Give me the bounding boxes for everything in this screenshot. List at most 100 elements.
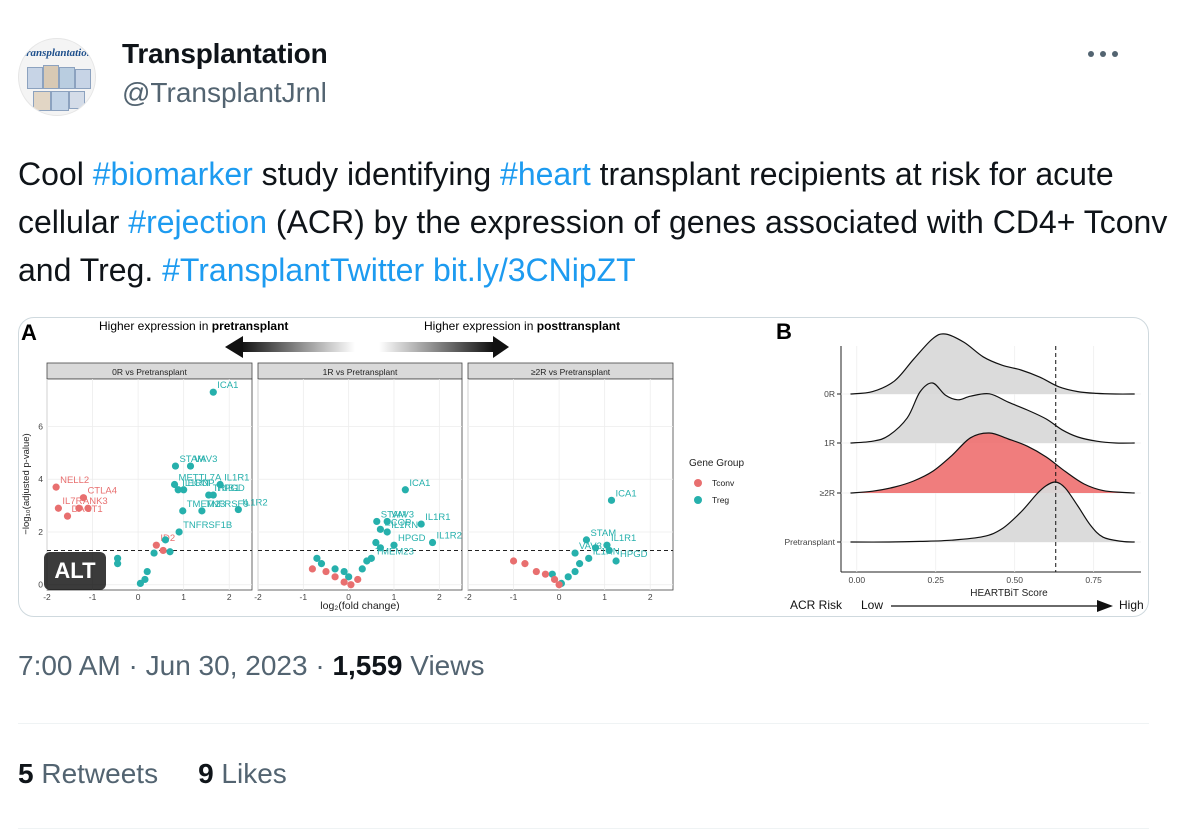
data-point [541,570,550,578]
x-tick-label: 0.75 [1085,575,1102,585]
gene-label: TNFRSF9 [206,499,249,510]
avatar-cover-thumbnail [43,65,59,89]
data-point [571,567,579,576]
tweet-time[interactable]: 7:00 AM [18,650,121,681]
data-point [209,388,217,396]
volcano-y-axis-label: −log₁₀(adjusted p-value) [21,433,32,534]
hashtag-biomarker-link[interactable]: #biomarker [92,156,253,192]
density-ridge-fill [850,481,1135,543]
data-point [54,504,62,512]
gene-label: IL1R2 [242,498,267,509]
tweet-text: Cool #biomarker study identifying #heart… [18,150,1168,294]
tweet-text-segment: study identifying [252,156,501,192]
gene-label: IL1R2 [437,531,462,542]
gene-label: IL1R1 [224,473,249,484]
gene-label: VAV3 [391,509,414,520]
tweet-date[interactable]: Jun 30, 2023 [145,650,308,681]
data-point [186,462,195,470]
tweet-meta: 7:00 AM · Jun 30, 2023 · 1,559 Views [18,650,484,682]
data-point [376,525,384,533]
gene-label: HPGD [398,533,426,544]
divider [18,828,1149,829]
ridge-group-label: ≥2R [819,488,835,498]
data-point [571,549,579,557]
avatar[interactable]: transplantation [18,38,96,116]
x-tick-label: 1 [181,592,186,602]
x-tick-label: 2 [648,592,653,602]
gene-label: IL1R1 [611,533,636,544]
meta-separator: · [120,650,146,681]
tweet-text-segment: transplant recipients at risk for acute … [18,156,1114,240]
data-point [401,486,409,494]
hashtag-transplanttwitter-link[interactable]: #TransplantTwitter [162,252,425,288]
gene-label: TNFRSF1B [183,520,232,531]
figure-canvas: A B Higher expression in pretransplant H… [21,319,1144,612]
data-point [170,480,179,489]
data-point [345,573,353,581]
data-point [354,575,362,584]
data-point [428,538,437,547]
x-tick-label: 0 [136,592,141,602]
data-point [417,520,425,528]
more-options-icon[interactable] [1086,40,1120,68]
likes-count: 9 [198,758,214,789]
volcano-facet-2r: ≥2R vs Pretransplant [467,362,674,591]
data-point [63,512,72,520]
volcano-x-axis-label: log₂(fold change) [320,600,399,612]
data-point [564,573,572,581]
gene-label: DACT1 [72,504,103,515]
data-point [136,579,144,588]
avatar-cover-thumbnail [51,91,69,111]
x-tick-label: 0 [346,592,351,602]
tweet-text-segment [424,252,433,288]
x-tick-label: 0.25 [927,575,944,585]
panel-a-label: A [21,320,37,345]
tweet-text-segment: (ACR) by the expression of genes associa… [18,204,1168,288]
avatar-cover-thumbnail [69,91,85,109]
data-point [159,546,167,555]
data-point [175,528,183,536]
gene-label: CTLA4 [87,486,117,497]
gene-label: ECOP [384,517,411,528]
x-tick-label: 0 [557,592,562,602]
avatar-cover-thumbnail [59,67,75,89]
display-name[interactable]: Transplantation [122,38,328,69]
user-handle[interactable]: @TransplantJrnl [122,77,327,108]
data-point [585,554,593,562]
gene-label: HPGD [217,483,245,494]
data-point [75,504,83,512]
data-point [372,538,380,547]
gene-label: HPGD [620,549,648,560]
acr-risk-arrowhead [1097,600,1113,612]
data-point [340,567,348,576]
ridge-group-label: Pretransplant [784,537,835,547]
data-point [383,517,391,526]
gene-label: IL1R1 [425,512,450,523]
data-point [582,536,591,544]
facet-title: ≥2R vs Pretransplant [531,367,611,377]
data-point [152,541,160,549]
facet-title: 0R vs Pretransplant [112,367,187,377]
gene-label: ICA1 [616,488,637,499]
hashtag-rejection-link[interactable]: #rejection [128,204,268,240]
alt-text-badge[interactable]: ALT [44,552,106,590]
data-point [550,575,559,584]
data-point [340,578,348,586]
likes-stat[interactable]: 9 Likes [198,758,287,789]
gene-label: ICA1 [409,478,430,489]
data-point [313,554,321,562]
density-ridge-line [850,382,1135,444]
gene-label: IL1RN [182,478,209,489]
external-link[interactable]: bit.ly/3CNipZT [433,252,636,288]
x-tick-label: -1 [89,592,97,602]
data-point [166,548,174,556]
data-point [171,462,180,470]
data-point [198,507,206,515]
ridge-group-label: 1R [824,438,835,448]
hashtag-heart-link[interactable]: #heart [500,156,591,192]
tweet-media-image[interactable]: A B Higher expression in pretransplant H… [18,317,1149,617]
x-tick-label: -1 [510,592,518,602]
retweets-stat[interactable]: 5 Retweets [18,758,158,789]
data-point [373,517,381,526]
data-point [607,496,616,504]
